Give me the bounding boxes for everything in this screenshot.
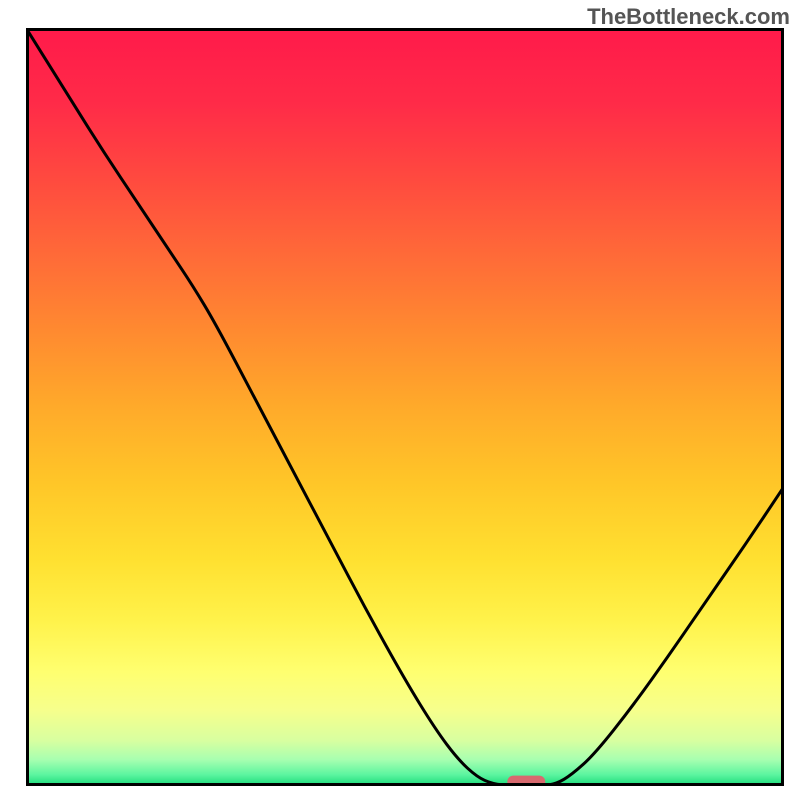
plot-svg [26,28,784,786]
watermark-text: TheBottleneck.com [587,4,790,30]
chart-container: TheBottleneck.com [0,0,800,800]
plot-area [26,28,784,786]
gradient-background [26,28,784,786]
